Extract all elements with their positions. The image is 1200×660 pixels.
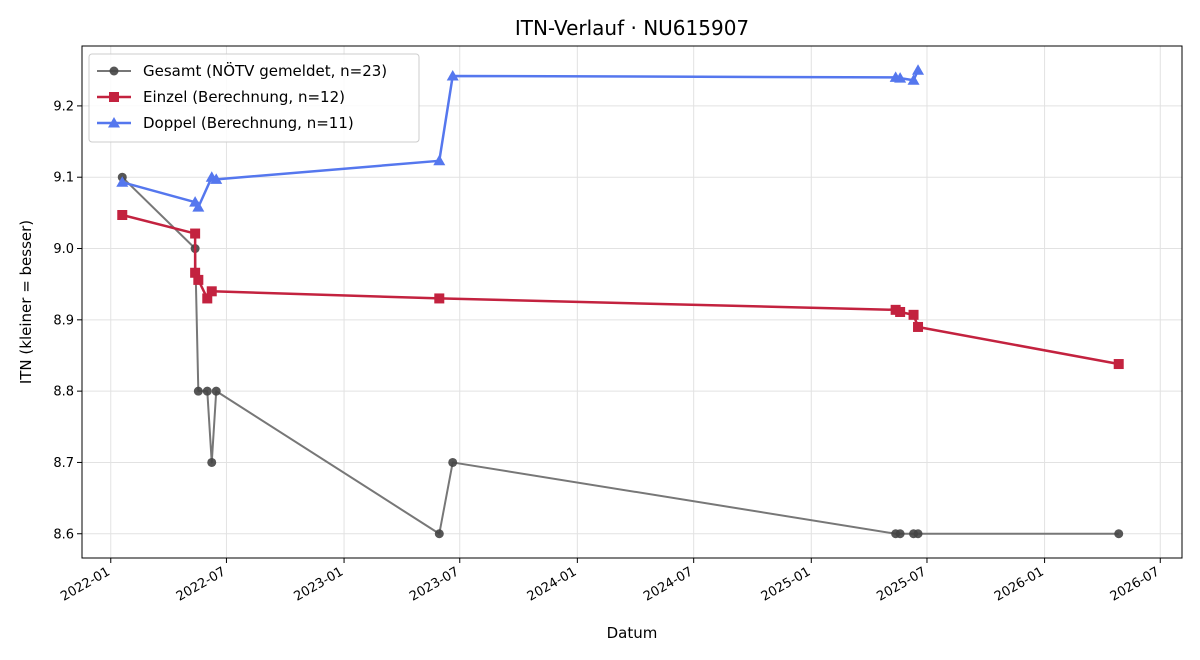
- data-point: [446, 69, 459, 81]
- y-tick-label: 8.6: [53, 527, 74, 542]
- data-point: [895, 529, 905, 539]
- data-point: [190, 228, 201, 239]
- data-point: [908, 309, 919, 320]
- data-point: [894, 72, 907, 83]
- data-point: [895, 306, 906, 317]
- legend-marker: [109, 66, 119, 76]
- data-point: [190, 267, 201, 278]
- data-point: [433, 154, 446, 166]
- y-tick-label: 9.2: [53, 99, 74, 114]
- y-tick-label: 9.0: [53, 242, 74, 257]
- data-point: [202, 293, 213, 304]
- data-point: [912, 64, 925, 75]
- data-point: [202, 386, 212, 396]
- data-point: [907, 74, 920, 85]
- y-tick-label: 8.8: [53, 385, 74, 400]
- series-layer: [116, 64, 1124, 539]
- y-tick-label: 8.7: [53, 456, 74, 471]
- data-point: [913, 529, 923, 539]
- data-point: [434, 293, 445, 304]
- data-point: [211, 386, 221, 396]
- data-point: [434, 529, 444, 539]
- data-point: [192, 201, 205, 212]
- data-point: [1114, 529, 1124, 539]
- data-point: [207, 457, 217, 467]
- legend-item: Doppel (Berechnung, n=11): [97, 114, 354, 132]
- data-point: [193, 274, 204, 285]
- data-point: [1113, 359, 1124, 370]
- y-axis-label: ITN (kleiner = besser): [17, 220, 35, 384]
- series-2: [116, 64, 925, 212]
- data-point: [913, 321, 924, 332]
- legend-label: Gesamt (NÖTV gemeldet, n=23): [143, 61, 387, 80]
- y-tick-label: 9.1: [53, 171, 74, 186]
- legend-item: Einzel (Berechnung, n=12): [97, 88, 345, 106]
- plot-frame: [81, 45, 1183, 559]
- data-point: [117, 210, 128, 221]
- legend-box: [88, 53, 420, 143]
- legend-label: Einzel (Berechnung, n=12): [143, 88, 345, 106]
- data-point: [448, 457, 458, 467]
- x-axis-label: Datum: [607, 624, 658, 642]
- data-point: [116, 176, 129, 187]
- data-point: [206, 286, 217, 297]
- data-point: [193, 386, 203, 396]
- series-1: [117, 210, 1124, 370]
- chart-title: ITN-Verlauf · NU615907: [515, 16, 749, 40]
- y-tick-label: 8.9: [53, 313, 74, 328]
- legend-marker: [108, 117, 120, 128]
- y-axis: 8.6 8.7 8.8 8.9 9.0 9.1 9.2: [53, 99, 82, 542]
- legend: Gesamt (NÖTV gemeldet, n=23) Einzel (Bere…: [88, 53, 420, 143]
- legend-label: Doppel (Berechnung, n=11): [143, 114, 354, 132]
- legend-item: Gesamt (NÖTV gemeldet, n=23): [97, 61, 387, 80]
- data-point: [210, 173, 223, 184]
- legend-marker: [109, 92, 119, 102]
